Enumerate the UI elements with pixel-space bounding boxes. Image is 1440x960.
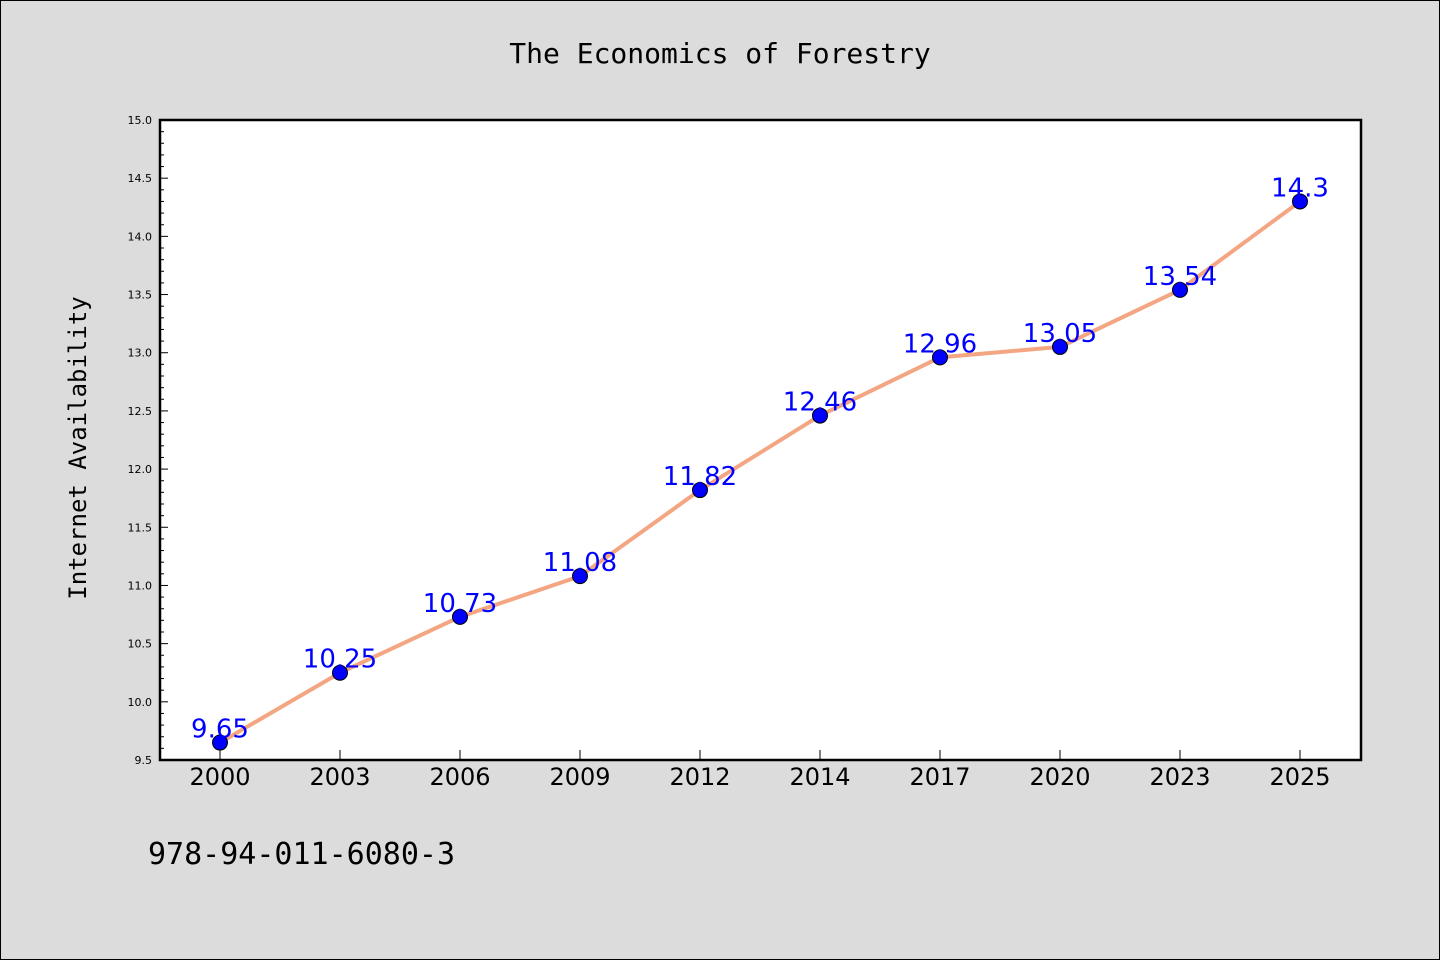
- data-label: 13.05: [1023, 319, 1097, 349]
- x-tick-label: 2023: [1149, 763, 1210, 791]
- y-tick-label: 12.5: [128, 405, 153, 418]
- y-tick-label: 11.0: [128, 579, 153, 592]
- data-label: 11.82: [663, 462, 737, 492]
- y-tick-label: 14.0: [128, 230, 153, 243]
- footer-code: 978-94-011-6080-3: [148, 837, 455, 872]
- data-label: 13.54: [1143, 262, 1217, 292]
- y-tick-label: 10.0: [128, 696, 153, 709]
- chart-title: The Economics of Forestry: [509, 37, 930, 70]
- data-point: [572, 568, 588, 585]
- data-label: 11.08: [543, 548, 617, 578]
- x-tick-label: 2020: [1029, 763, 1090, 791]
- data-point: [1052, 338, 1068, 355]
- series-line: [218, 199, 1302, 745]
- x-tick-label: 2009: [549, 763, 610, 791]
- data-label: 12.96: [903, 329, 977, 359]
- x-tick-label: 2003: [309, 763, 370, 791]
- x-tick-label: 2017: [909, 763, 970, 791]
- data-label: 10.73: [423, 589, 497, 619]
- x-axis: 2000 2003 2006 2009 2012 2014 2017 2020 2023 2025: [189, 750, 1331, 791]
- data-point: [812, 407, 828, 424]
- data-label: 9.65: [191, 715, 249, 745]
- x-tick-label: 2006: [429, 763, 490, 791]
- data-label: 10.25: [303, 645, 377, 675]
- data-label: 14.3: [1271, 173, 1329, 203]
- y-tick-label: 11.5: [128, 521, 153, 534]
- y-tick-label: 10.5: [128, 638, 153, 651]
- x-tick-label: 2014: [789, 763, 850, 791]
- data-point: [1292, 193, 1308, 210]
- data-point: [212, 734, 228, 751]
- y-tick-label: 9.5: [135, 754, 153, 767]
- x-tick-label: 2012: [669, 763, 730, 791]
- y-tick-label: 13.0: [128, 347, 153, 360]
- x-tick-label: 2000: [189, 763, 250, 791]
- x-tick-label: 2025: [1269, 763, 1330, 791]
- data-label: 12.46: [783, 388, 857, 418]
- data-point: [932, 349, 948, 366]
- plot-area: [158, 118, 1363, 762]
- y-tick-label: 12.0: [128, 463, 153, 476]
- data-point: [332, 664, 348, 681]
- data-point: [1172, 281, 1188, 298]
- y-axis: 9.5 10.0 10.5 11.0 11.5 12.0 12.5 13.0 13.5 14.0 1…: [128, 114, 168, 767]
- y-tick-label: 13.5: [128, 289, 153, 302]
- y-axis-label: Internet Availability: [64, 296, 92, 599]
- y-tick-label: 14.5: [128, 172, 153, 185]
- y-tick-label: 15.0: [128, 114, 153, 127]
- data-point: [452, 608, 468, 625]
- data-point: [692, 482, 708, 499]
- series-group: 9.65 10.25 10.73 11.08 11.82 12.46 12.96 13.05 1…: [191, 173, 1329, 751]
